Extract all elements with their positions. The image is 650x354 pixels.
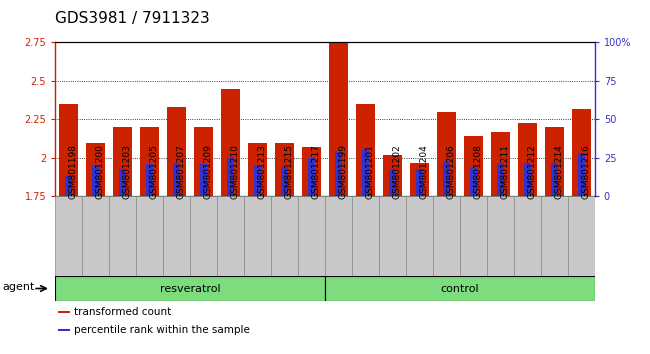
Bar	[464, 136, 483, 196]
Bar	[325, 196, 352, 276]
Text: percentile rank within the sample: percentile rank within the sample	[74, 325, 250, 335]
Bar	[82, 196, 109, 276]
Bar	[254, 166, 261, 196]
Text: GSM801214: GSM801214	[554, 144, 564, 199]
Bar	[66, 176, 72, 196]
Bar	[55, 276, 325, 301]
Bar	[514, 196, 541, 276]
Text: GSM801208: GSM801208	[473, 144, 482, 199]
Text: GSM801203: GSM801203	[123, 144, 132, 199]
Bar	[109, 196, 136, 276]
Text: GSM801204: GSM801204	[419, 144, 428, 199]
Text: resveratrol: resveratrol	[160, 284, 220, 293]
Bar	[335, 152, 342, 196]
Bar	[325, 276, 595, 301]
Bar	[302, 147, 321, 196]
Text: GSM801202: GSM801202	[393, 144, 402, 199]
Text: GSM801205: GSM801205	[150, 144, 159, 199]
Bar	[275, 143, 294, 196]
Bar	[443, 161, 450, 196]
Bar	[120, 169, 126, 196]
Text: GSM801200: GSM801200	[96, 144, 105, 199]
Bar	[194, 127, 213, 196]
Bar	[298, 196, 325, 276]
Text: GSM801206: GSM801206	[447, 144, 456, 199]
Bar	[433, 196, 460, 276]
Bar	[541, 196, 568, 276]
Bar	[308, 158, 315, 196]
Bar	[136, 196, 163, 276]
Text: GSM801198: GSM801198	[69, 144, 78, 199]
Bar	[163, 196, 190, 276]
Text: transformed count: transformed count	[74, 307, 172, 317]
Bar	[578, 153, 584, 196]
Text: GSM801215: GSM801215	[285, 144, 294, 199]
Bar	[58, 311, 70, 313]
Text: GSM801212: GSM801212	[527, 144, 536, 199]
Bar	[491, 132, 510, 196]
Bar	[113, 127, 132, 196]
Bar	[437, 112, 456, 196]
Bar	[497, 162, 504, 196]
Bar	[487, 196, 514, 276]
Bar	[572, 109, 591, 196]
Bar	[416, 169, 422, 196]
Text: GSM801216: GSM801216	[581, 144, 590, 199]
Bar	[190, 196, 217, 276]
Bar	[167, 107, 186, 196]
Bar	[362, 150, 369, 196]
Bar	[356, 104, 375, 196]
Bar	[551, 162, 558, 196]
Bar	[221, 88, 240, 196]
Bar	[389, 169, 396, 196]
Text: GSM801207: GSM801207	[177, 144, 186, 199]
Bar	[460, 196, 487, 276]
Bar	[524, 162, 530, 196]
Bar	[410, 162, 429, 196]
Text: GSM801209: GSM801209	[203, 144, 213, 199]
Text: GSM801199: GSM801199	[339, 144, 348, 199]
Bar	[281, 167, 288, 196]
Bar	[271, 196, 298, 276]
Text: control: control	[441, 284, 479, 293]
Bar	[227, 158, 234, 196]
Text: GSM801211: GSM801211	[500, 144, 510, 199]
Bar	[174, 162, 180, 196]
Bar	[329, 24, 348, 196]
Text: GSM801201: GSM801201	[365, 144, 374, 199]
Bar	[545, 127, 564, 196]
Bar	[92, 166, 99, 196]
Bar	[55, 196, 83, 276]
Text: GSM801213: GSM801213	[257, 144, 266, 199]
Bar	[518, 122, 537, 196]
Bar	[248, 143, 267, 196]
Bar	[58, 329, 70, 331]
Bar	[406, 196, 433, 276]
Bar	[59, 104, 78, 196]
Text: GDS3981 / 7911323: GDS3981 / 7911323	[55, 11, 210, 25]
Text: agent: agent	[3, 282, 35, 292]
Bar	[352, 196, 379, 276]
Text: GSM801210: GSM801210	[231, 144, 240, 199]
Bar	[217, 196, 244, 276]
Bar	[379, 196, 406, 276]
Text: GSM801217: GSM801217	[311, 144, 320, 199]
Bar	[383, 155, 402, 196]
Bar	[470, 167, 476, 196]
Bar	[140, 127, 159, 196]
Bar	[568, 196, 595, 276]
Bar	[86, 143, 105, 196]
Bar	[146, 164, 153, 196]
Bar	[244, 196, 271, 276]
Bar	[200, 164, 207, 196]
